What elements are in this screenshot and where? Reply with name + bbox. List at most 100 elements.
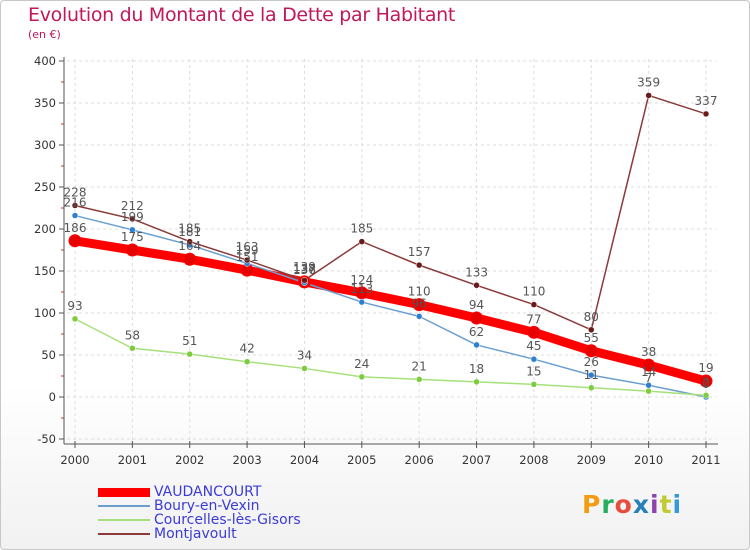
data-point xyxy=(588,384,595,392)
data-point xyxy=(645,92,652,99)
data-point xyxy=(588,371,595,379)
data-label: 337 xyxy=(695,94,718,108)
data-label: 7 xyxy=(645,371,653,385)
data-point xyxy=(301,365,308,372)
data-point xyxy=(415,313,423,320)
legend-label: VAUDANCOURT xyxy=(154,484,262,500)
data-label: 159 xyxy=(236,243,259,257)
data-point xyxy=(702,392,710,399)
data-point xyxy=(584,344,598,358)
data-point xyxy=(243,358,251,365)
series-line-vaudancourt xyxy=(70,236,711,386)
data-label: 212 xyxy=(121,199,144,213)
y-tick-label: 100 xyxy=(34,306,56,320)
data-label: 0 xyxy=(702,377,710,391)
logo-letter: P xyxy=(582,490,602,519)
x-tick-label: 2000 xyxy=(60,453,89,467)
data-label: 24 xyxy=(354,357,369,371)
data-label: 77 xyxy=(526,312,541,326)
legend-swatch xyxy=(98,519,150,521)
data-label: 62 xyxy=(469,325,484,339)
legend-swatch xyxy=(98,505,150,507)
logo-letter: t xyxy=(659,490,673,519)
x-tick-label: 2006 xyxy=(405,453,434,467)
data-label: 14 xyxy=(641,365,656,379)
series-line-montjavoult xyxy=(74,94,707,331)
data-point xyxy=(125,243,139,257)
data-label: 51 xyxy=(182,334,197,348)
data-point xyxy=(301,276,308,284)
data-point xyxy=(129,215,136,223)
x-tick-label: 2003 xyxy=(232,453,261,467)
x-tick-label: 2004 xyxy=(290,453,319,467)
y-tick-label: 150 xyxy=(34,264,56,278)
y-tick-label: 350 xyxy=(34,96,56,110)
data-label: 175 xyxy=(121,230,144,244)
data-label: 199 xyxy=(121,210,144,224)
data-point xyxy=(415,261,423,269)
data-label: 18 xyxy=(469,362,484,376)
data-label: 110 xyxy=(408,285,431,299)
data-label: 181 xyxy=(178,225,201,239)
data-point xyxy=(588,326,595,334)
data-label: 139 xyxy=(293,260,316,274)
data-label: 80 xyxy=(584,310,599,324)
series-line-courcelles-l-s-gisors xyxy=(74,318,707,397)
data-point xyxy=(358,373,366,381)
data-label: 15 xyxy=(526,364,541,378)
data-label: 96 xyxy=(412,296,427,310)
logo-letter: r xyxy=(601,490,615,519)
data-label: 19 xyxy=(698,361,713,375)
proxiti-logo: Proxiti xyxy=(582,490,682,519)
legend-label: Boury-en-Vexin xyxy=(154,498,260,514)
chart-legend: VAUDANCOURT Boury-en-Vexin Courcelles-lès-… xyxy=(98,485,301,541)
data-point xyxy=(358,238,366,245)
data-point xyxy=(183,252,197,266)
x-tick-label: 2011 xyxy=(691,453,720,467)
data-point xyxy=(415,376,423,383)
data-point xyxy=(702,110,710,118)
x-tick-label: 2001 xyxy=(118,453,147,467)
legend-item: Boury-en-Vexin xyxy=(98,499,301,513)
data-point xyxy=(186,350,193,358)
x-tick-label: 2009 xyxy=(577,453,606,467)
data-point xyxy=(527,325,541,339)
chart-unit-label: (en €) xyxy=(28,28,61,41)
data-point xyxy=(358,298,366,306)
y-tick-label: 50 xyxy=(41,348,56,362)
series-line-boury-en-vexin xyxy=(74,214,707,398)
data-point xyxy=(473,378,480,386)
logo-letter: x xyxy=(632,490,650,519)
data-label: 55 xyxy=(584,331,599,345)
data-point xyxy=(71,212,79,219)
y-tick-label: 300 xyxy=(34,138,56,152)
legend-item: VAUDANCOURT xyxy=(98,485,301,499)
data-point xyxy=(129,345,136,352)
y-tick-label: -50 xyxy=(37,432,56,446)
data-point xyxy=(129,226,136,234)
data-label: 136 xyxy=(293,263,316,277)
data-label: 228 xyxy=(64,185,87,199)
chart-title: Evolution du Montant de la Dette par Hab… xyxy=(28,4,456,26)
data-point xyxy=(243,256,251,264)
data-point xyxy=(68,234,82,248)
data-point xyxy=(71,202,79,209)
data-point xyxy=(186,238,193,245)
y-tick-label: 200 xyxy=(34,222,56,236)
data-label: 133 xyxy=(465,265,488,279)
data-label: 216 xyxy=(64,196,87,210)
data-label: 186 xyxy=(64,221,87,235)
data-label: 94 xyxy=(469,298,484,312)
data-point xyxy=(71,315,79,323)
data-point xyxy=(642,358,656,372)
legend-swatch xyxy=(98,487,150,497)
data-point xyxy=(473,282,480,289)
data-point xyxy=(473,341,480,349)
data-label: 359 xyxy=(637,75,660,89)
data-label: 124 xyxy=(350,273,373,287)
x-tick-label: 2010 xyxy=(634,453,663,467)
logo-letter: i xyxy=(672,490,683,519)
data-label: 157 xyxy=(408,245,431,259)
x-tick-label: 2007 xyxy=(462,453,491,467)
